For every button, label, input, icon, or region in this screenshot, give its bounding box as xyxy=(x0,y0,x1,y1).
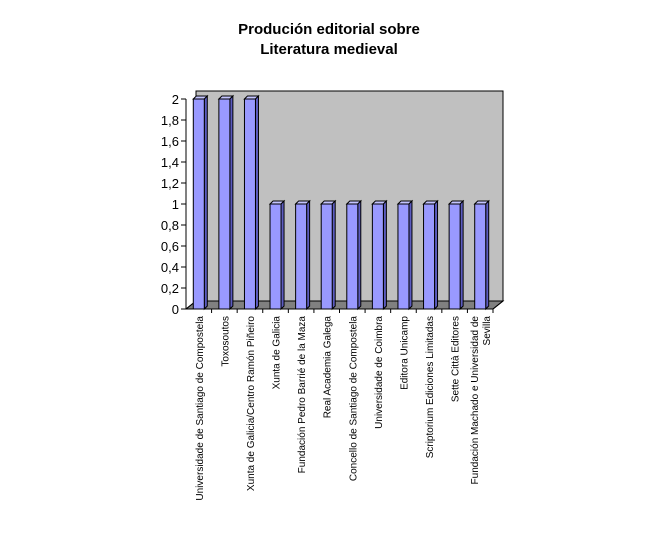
bar xyxy=(422,199,439,311)
bar-front xyxy=(218,98,231,310)
chart-title: Produción editorial sobre Literatura med… xyxy=(0,20,658,60)
x-tick-label: Editora Unicamp xyxy=(399,316,410,390)
x-tick-label: Universidade de Coimbra xyxy=(374,316,385,429)
x-tick-label: Real Academia Galega xyxy=(323,316,334,419)
y-tick-label: 1,4 xyxy=(161,155,179,170)
x-tick-label: Universidade de Santiago de Compostela xyxy=(195,316,206,501)
y-tick-label: 1,2 xyxy=(161,176,179,191)
x-tick-label: Fundación Machado e Universidad de xyxy=(470,316,481,485)
x-axis: Universidade de Santiago de Compostela To… xyxy=(195,309,494,501)
bar xyxy=(447,199,465,311)
bar-front xyxy=(346,203,359,310)
x-tick-label: Xunta de Galicia/Centro Ramón Piñeiro xyxy=(246,316,257,492)
x-tick-label: Toxosoutos xyxy=(220,316,231,367)
x-tick-label: Sette Città Editores xyxy=(451,316,462,402)
chart-title-line-1: Produción editorial sobre xyxy=(238,21,420,38)
y-axis: 0 0,2 0,4 0,6 0,8 1 1,2 1,4 1,6 1,8 2 xyxy=(161,92,187,317)
bar xyxy=(371,199,388,311)
bar-front xyxy=(243,98,256,310)
bar-front xyxy=(423,203,436,310)
x-tick-label: Sevilla xyxy=(482,316,493,346)
bar xyxy=(268,199,286,311)
bar-front xyxy=(448,203,461,310)
bar xyxy=(473,199,490,311)
bars xyxy=(192,94,490,311)
y-tick-label: 1 xyxy=(172,197,179,212)
x-tick-label: Scriptorium Ediciones Limitadas xyxy=(425,316,436,458)
bar xyxy=(345,199,362,311)
x-tick-label: Fundación Pedro Barrié de la Maza xyxy=(297,316,308,474)
y-tick-label: 0 xyxy=(172,302,179,317)
y-tick-label: 0,4 xyxy=(161,260,179,275)
bar-front xyxy=(295,203,308,310)
y-tick-label: 0,2 xyxy=(161,281,179,296)
bar xyxy=(294,199,311,311)
bar-front xyxy=(192,98,205,310)
bar xyxy=(320,199,337,311)
y-tick-label: 0,6 xyxy=(161,239,179,254)
bar-front xyxy=(397,203,410,310)
x-tick-label: Concello de Santiago de Compostela xyxy=(348,316,359,482)
y-tick-label: 2 xyxy=(172,92,179,107)
bar-front xyxy=(371,203,384,310)
x-tick-label: Xunta de Galicia xyxy=(272,316,283,390)
bar-front xyxy=(474,203,487,310)
bar xyxy=(396,199,414,311)
chart-title-line-2: Literatura medieval xyxy=(260,41,398,58)
bar-front xyxy=(269,203,282,310)
y-tick-label: 1,6 xyxy=(161,134,179,149)
bar xyxy=(217,94,235,311)
floor-edge-right xyxy=(492,300,504,310)
y-tick-label: 0,8 xyxy=(161,218,179,233)
bar xyxy=(192,94,209,311)
bar-front xyxy=(320,203,333,310)
y-tick-label: 1,8 xyxy=(161,113,179,128)
bar xyxy=(243,94,260,311)
